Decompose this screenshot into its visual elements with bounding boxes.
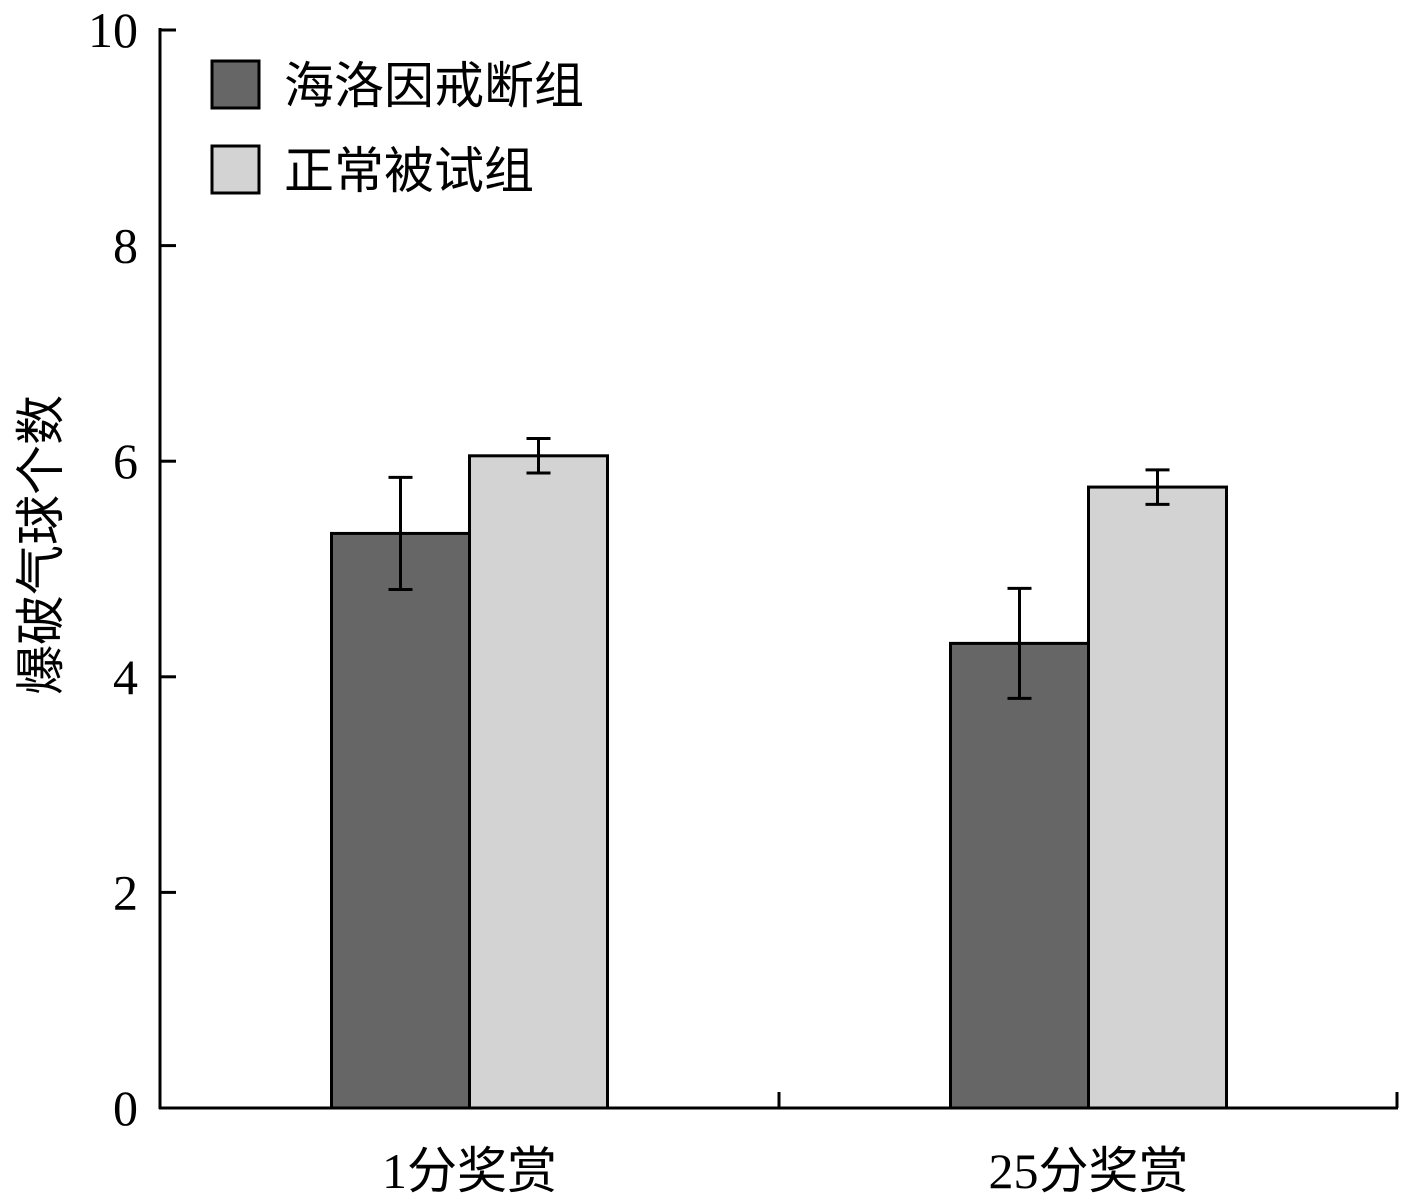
y-tick-label: 0 <box>113 1080 138 1136</box>
x-tick-label: 25分奖赏 <box>989 1143 1189 1199</box>
legend-swatch <box>210 59 261 110</box>
y-tick-label: 6 <box>113 433 138 489</box>
legend-label: 正常被试组 <box>284 143 534 199</box>
legend-label: 海洛因戒断组 <box>284 58 584 114</box>
bar-2-1 <box>949 641 1090 1110</box>
y-tick-label: 8 <box>113 218 138 274</box>
y-tick-label: 10 <box>88 2 138 58</box>
y-axis-label: 爆破气球个数 <box>13 395 69 695</box>
bar-1-1 <box>330 531 471 1110</box>
bar-2-2 <box>1087 485 1228 1110</box>
x-tick-label: 1分奖赏 <box>382 1143 557 1199</box>
y-tick-label: 4 <box>113 649 138 705</box>
bar-1-2 <box>468 454 609 1110</box>
y-tick-label: 2 <box>113 864 138 920</box>
legend-swatch <box>210 144 261 195</box>
